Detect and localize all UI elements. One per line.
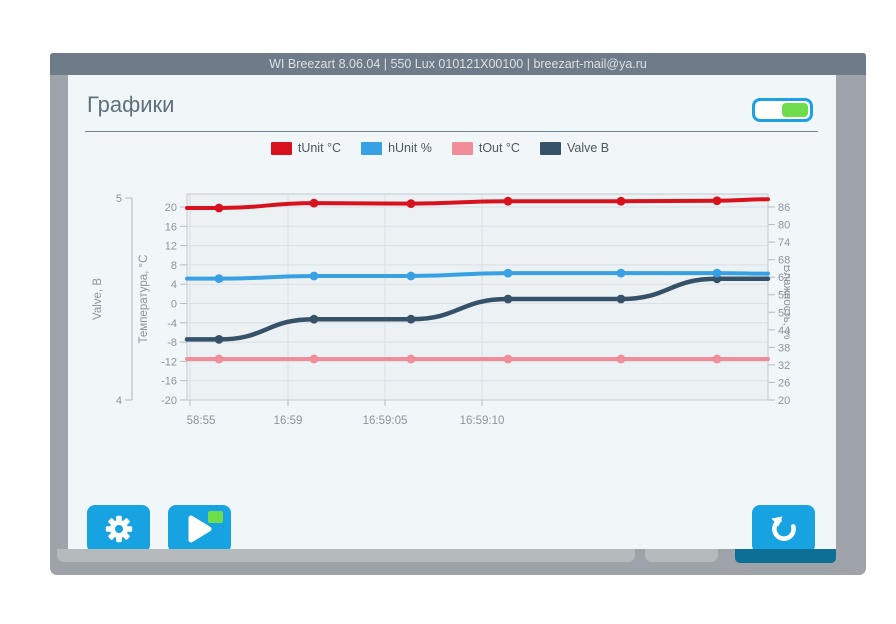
x-tick-label: 16:59:10 [460,415,505,427]
series-point-tOut °C [503,354,513,364]
series-point-Valve B [214,335,224,344]
humidity-tick-label: 80 [778,220,790,232]
temp-tick-label: -4 [167,318,177,330]
legend-item[interactable]: Valve B [539,141,610,155]
window-title: WI Breezart 8.06.04 | 550 Lux 010121X001… [269,57,647,71]
humidity-tick-label: 56 [778,290,790,302]
graphs-enabled-toggle[interactable] [752,98,813,122]
humidity-tick-label: 74 [778,237,790,249]
plot-border [186,193,769,401]
humidity-tick-label: 86 [778,202,790,214]
series-line-Valve B [184,276,771,342]
legend-label: tUnit °C [297,141,342,155]
humidity-tick-label: 26 [778,377,790,389]
play-icon [188,511,223,543]
footer-button-partial[interactable] [645,549,718,562]
footer-input-partial[interactable] [57,549,635,562]
series-point-tOut °C [309,354,319,364]
rotate-ccw-icon [771,516,796,541]
series-point-tUnit °C [616,196,626,206]
series-point-hUnit % [616,268,626,278]
temp-tick-label: 20 [165,202,177,214]
legend-swatch [539,141,561,155]
temp-tick-label: -20 [161,395,177,407]
series-point-hUnit % [309,271,319,281]
series-point-tUnit °C [309,198,319,208]
temp-tick-label: 8 [171,260,177,272]
app-window: WI Breezart 8.06.04 | 550 Lux 010121X001… [50,53,866,575]
temp-tick-label: -8 [167,337,177,349]
window-titlebar: WI Breezart 8.06.04 | 550 Lux 010121X001… [50,53,866,75]
x-tick-label: 16:59:05 [363,415,408,427]
humidity-tick-label: 32 [778,360,790,372]
humidity-tick-label: 62 [778,272,790,284]
plot-background [187,194,768,400]
gear-icon [105,515,132,543]
graphs-card: Графики tUnit °C hUnit % tOut °C Valve B 20… [68,75,836,553]
temp-tick-label: 4 [171,279,177,291]
temp-tick-label: 0 [171,299,177,311]
temp-tick-label: 12 [165,241,177,253]
series-point-hUnit % [406,271,416,281]
temp-tick-label: -12 [161,356,177,368]
toggle-on-knob [782,103,808,117]
chart-area: 20 16 12 8 4 0 -4 -8 -12 -16 -20 58:55 16:59 16:59:05… [90,162,793,452]
x-tick-label: 16:59 [274,415,303,427]
legend-label: hUnit % [388,141,432,155]
series-point-tOut °C [712,354,722,364]
humidity-tick-label: 68 [778,255,790,267]
start-button[interactable] [168,505,231,553]
title-divider [85,131,818,132]
legend-swatch [451,141,473,155]
humidity-tick-label: 20 [778,395,790,407]
series-point-tUnit °C [712,196,722,206]
humidity-tick-label: 50 [778,307,790,319]
series-point-hUnit % [503,268,513,278]
legend-swatch [270,141,292,155]
legend-item[interactable]: tUnit °C [270,141,342,155]
chart-legend: tUnit °C hUnit % tOut °C Valve B [90,141,790,155]
humidity-axis-title: Влажность, % [781,265,790,340]
series-point-hUnit % [214,274,224,284]
series-point-Valve B [309,314,319,324]
valve-tick-label: 4 [116,395,122,407]
legend-item[interactable]: tOut °C [451,141,520,155]
series-point-tUnit °C [406,199,416,209]
page-title: Графики [87,92,175,117]
legend-label: Valve B [566,141,610,155]
temperature-axis-title: Температура, °C [138,255,150,344]
series-point-tOut °C [616,354,626,364]
series-point-tOut °C [214,354,224,364]
settings-button[interactable] [87,505,150,553]
x-tick-label: 58:55 [187,415,216,427]
chart-svg: 20 16 12 8 4 0 -4 -8 -12 -16 -20 58:55 16:59 16:59:05… [92,193,793,427]
series-point-tUnit °C [214,203,224,213]
valve-axis-title: Valve, B [92,278,104,320]
series-point-Valve B [503,294,513,304]
humidity-tick-label: 38 [778,342,790,354]
temp-tick-label: 16 [165,221,177,233]
legend-swatch [361,141,383,155]
green-square [207,511,223,523]
humidity-tick-label: 44 [778,325,790,337]
series-point-tUnit °C [503,196,513,206]
temp-tick-label: -16 [161,376,177,388]
series-point-tOut °C [406,354,416,364]
legend-item[interactable]: hUnit % [361,141,432,155]
footer-primary-button-partial[interactable] [735,549,836,563]
reload-button[interactable] [752,505,815,553]
legend-label: tOut °C [478,141,520,155]
valve-tick-label: 5 [116,193,122,205]
series-point-Valve B [406,314,416,324]
series-point-hUnit % [712,268,722,278]
series-point-Valve B [616,294,626,304]
